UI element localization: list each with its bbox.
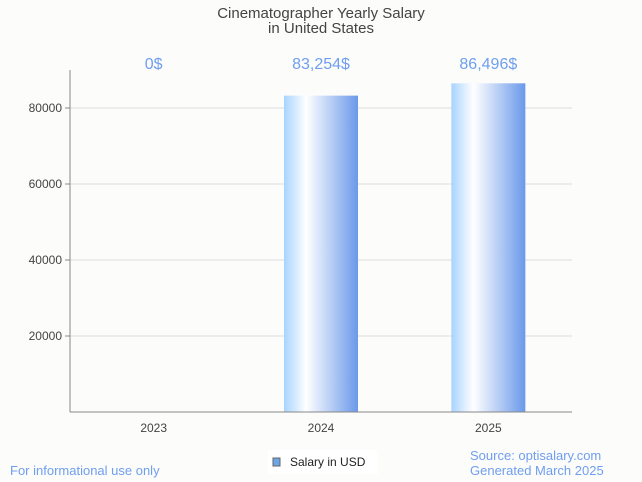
data-label: 83,254$ — [292, 56, 350, 73]
y-tick-label: 20000 — [29, 329, 63, 343]
legend-label[interactable]: Salary in USD — [290, 455, 366, 469]
bar-2025[interactable] — [451, 83, 526, 413]
y-tick-label: 60000 — [29, 177, 63, 191]
chart-subtitle: in United States — [268, 20, 374, 37]
x-tick-label: 2025 — [475, 421, 502, 435]
legend-swatch — [272, 457, 281, 467]
data-label: 86,496$ — [459, 56, 517, 73]
generated-text: Generated March 2025 — [470, 463, 604, 478]
x-tick-label: 2023 — [140, 421, 167, 435]
chart-title: Cinematographer Yearly Salary — [217, 5, 425, 22]
x-tick-label: 2024 — [308, 421, 335, 435]
y-tick-label: 40000 — [29, 253, 63, 267]
legend-box — [268, 450, 378, 474]
source-text: Source: optisalary.com — [470, 448, 601, 463]
disclaimer: For informational use only — [10, 463, 160, 478]
data-label: 0$ — [145, 56, 163, 73]
y-tick-label: 80000 — [29, 101, 63, 115]
bar-2024[interactable] — [284, 95, 358, 412]
